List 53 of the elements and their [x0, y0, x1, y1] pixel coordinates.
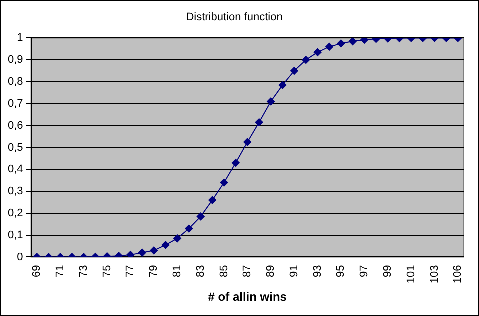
point [278, 81, 287, 90]
y-tick-label: 0,9 [8, 54, 24, 66]
x-tick-label: 103 [428, 265, 441, 284]
y-tick-label: 0,7 [8, 98, 24, 110]
x-tick-label: 73 [78, 265, 90, 278]
y-tick-label: 0,4 [8, 164, 24, 176]
point [232, 159, 240, 168]
y-tick-label: 0,5 [8, 142, 24, 154]
point [185, 224, 194, 233]
x-tick-label: 81 [172, 265, 184, 278]
point [138, 248, 146, 257]
x-tick-label: 71 [54, 265, 67, 278]
point [150, 246, 158, 255]
x-tick-label: 99 [382, 265, 394, 278]
point [290, 67, 298, 76]
y-tick-label: 0,8 [8, 76, 24, 88]
x-tick-label: 101 [405, 265, 418, 284]
x-tick-label: 77 [124, 265, 137, 278]
x-tick-label: 83 [194, 265, 207, 278]
x-tick-label: 97 [358, 265, 371, 278]
chart-title: Distribution function [186, 12, 283, 24]
point [255, 118, 264, 127]
point [314, 48, 322, 56]
x-tick-label: 95 [335, 265, 348, 278]
y-tick-label: 0,6 [8, 120, 24, 132]
point [208, 196, 217, 204]
point [267, 98, 276, 106]
x-tick-label: 91 [288, 265, 300, 278]
point [220, 178, 228, 187]
point [162, 241, 170, 250]
point [173, 234, 182, 243]
y-tick-label: 0,3 [8, 186, 24, 198]
point [337, 40, 346, 48]
y-tick-label: 0,1 [8, 229, 24, 242]
point [126, 251, 135, 258]
point [302, 56, 310, 64]
x-tick-label: 89 [265, 265, 278, 278]
x-tick-label: 75 [101, 265, 114, 278]
point [244, 138, 252, 146]
x-tick-label: 85 [218, 265, 230, 278]
point [196, 212, 205, 221]
point [326, 42, 334, 51]
x-tick-label: 106 [452, 265, 464, 284]
point [348, 38, 357, 46]
y-tick-label: 0,2 [8, 207, 24, 220]
x-tick-label: 79 [148, 265, 160, 278]
y-tick-label: 1 [17, 32, 24, 44]
x-tick-label: 69 [31, 265, 44, 278]
x-tick-label: 87 [242, 265, 254, 278]
x-tick-label: 93 [312, 265, 324, 278]
point [360, 38, 369, 44]
y-tick-label: 0 [17, 251, 24, 264]
x-axis-title: # of allin wins [208, 290, 288, 304]
